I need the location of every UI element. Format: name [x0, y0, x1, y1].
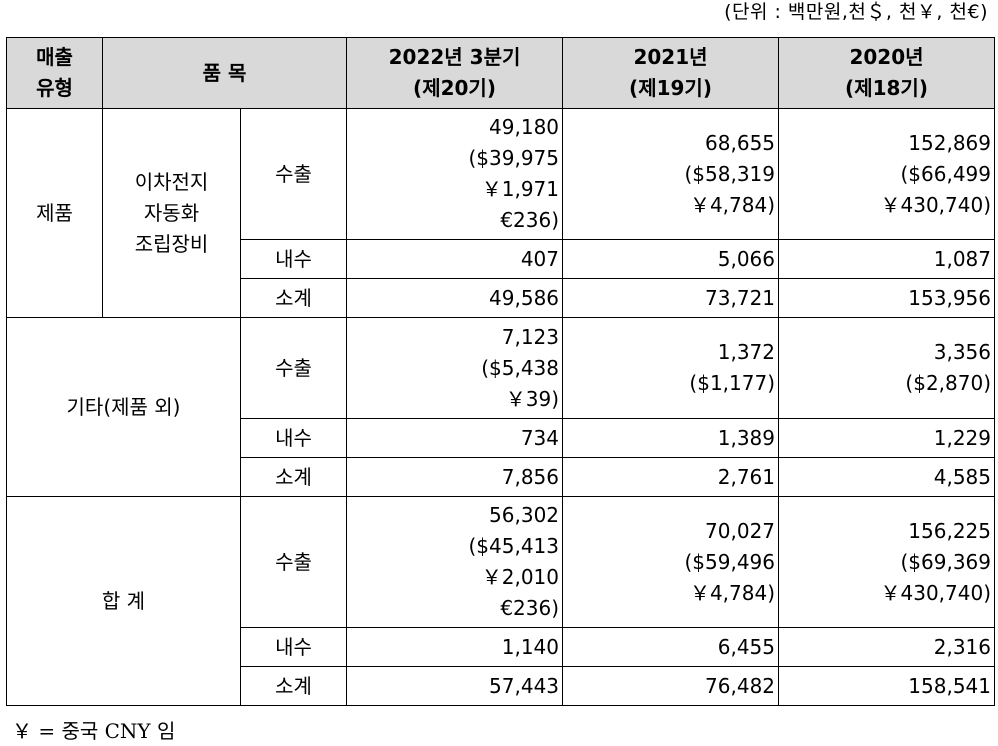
- row-label-export: 수출: [239, 317, 348, 419]
- row-label-domestic: 내수: [239, 418, 348, 458]
- header-2022: 2022년 3분기 (제20기): [346, 37, 564, 109]
- table-row: 제품 이차전지 자동화 조립장비 수출 49,180 ($39,975 ￥1,9…: [6, 108, 996, 318]
- group-type-product: 제품: [6, 108, 103, 318]
- currency-footnote: ￥ = 중국 CNY 임: [12, 719, 176, 743]
- cell-value: 49,586: [346, 278, 564, 318]
- cell-value: 68,655 ($58,319 ￥4,784): [562, 108, 780, 240]
- row-label-export: 수출: [239, 496, 348, 628]
- table-row: 합 계 수출 56,302 ($45,413 ￥2,010 €236) 70,0…: [6, 496, 996, 706]
- cell-value: 7,856: [346, 457, 564, 497]
- table-row: 내수 1,140 6,455 2,316: [7, 627, 996, 667]
- row-label-domestic: 내수: [239, 627, 348, 667]
- cell-value: 1,372 ($1,177): [562, 317, 780, 419]
- row-label-export: 수출: [239, 108, 348, 240]
- header-2021: 2021년 (제19기): [562, 37, 780, 109]
- row-label-subtotal: 소계: [239, 278, 348, 318]
- header-item: 품 목: [101, 37, 348, 109]
- table-row: 기타(제품 외) 수출 7,123 ($5,438 ￥39) 1,372 ($1…: [6, 317, 996, 497]
- cell-value: 407: [346, 239, 564, 279]
- cell-value: 734: [346, 418, 564, 458]
- cell-value: 153,956: [778, 278, 996, 318]
- group-type-other: 기타(제품 외): [6, 317, 241, 497]
- cell-value: 6,455: [562, 627, 780, 667]
- cell-value: 2,761: [562, 457, 780, 497]
- table-row: 소계 57,443 76,482 158,541: [7, 666, 996, 706]
- cell-value: 70,027 ($59,496 ￥4,784): [562, 496, 780, 628]
- unit-note: (단위 : 백만원,천＄, 천￥, 천€): [724, 1, 988, 23]
- cell-value: 4,585: [778, 457, 996, 497]
- table-header-row: 매출 유형 품 목 2022년 3분기 (제20기) 2021년 (제19기) …: [6, 37, 996, 109]
- cell-value: 56,302 ($45,413 ￥2,010 €236): [346, 496, 564, 628]
- cell-value: 152,869 ($66,499 ￥430,740): [778, 108, 996, 240]
- header-sales-type: 매출 유형: [6, 37, 103, 109]
- cell-value: 1,140: [346, 627, 564, 667]
- product-item-name: 이차전지 자동화 조립장비: [102, 108, 241, 318]
- cell-value: 73,721: [562, 278, 780, 318]
- header-2020: 2020년 (제18기): [778, 37, 996, 109]
- cell-value: 1,087: [778, 239, 996, 279]
- cell-value: 1,389: [562, 418, 780, 458]
- cell-value: 57,443: [346, 666, 564, 706]
- cell-value: 5,066: [562, 239, 780, 279]
- table-row: 내수 734 1,389 1,229: [7, 418, 996, 458]
- cell-value: 76,482: [562, 666, 780, 706]
- group-type-total: 합 계: [6, 496, 241, 706]
- cell-value: 1,229: [778, 418, 996, 458]
- cell-value: 49,180 ($39,975 ￥1,971 €236): [346, 108, 564, 240]
- cell-value: 2,316: [778, 627, 996, 667]
- cell-value: 158,541: [778, 666, 996, 706]
- table-row: 소계 7,856 2,761 4,585: [7, 457, 996, 497]
- sales-table: 매출 유형 품 목 2022년 3분기 (제20기) 2021년 (제19기) …: [6, 37, 996, 706]
- row-label-subtotal: 소계: [239, 457, 348, 497]
- row-label-domestic: 내수: [239, 239, 348, 279]
- cell-value: 3,356 ($2,870): [778, 317, 996, 419]
- cell-value: 7,123 ($5,438 ￥39): [346, 317, 564, 419]
- row-label-subtotal: 소계: [239, 666, 348, 706]
- cell-value: 156,225 ($69,369 ￥430,740): [778, 496, 996, 628]
